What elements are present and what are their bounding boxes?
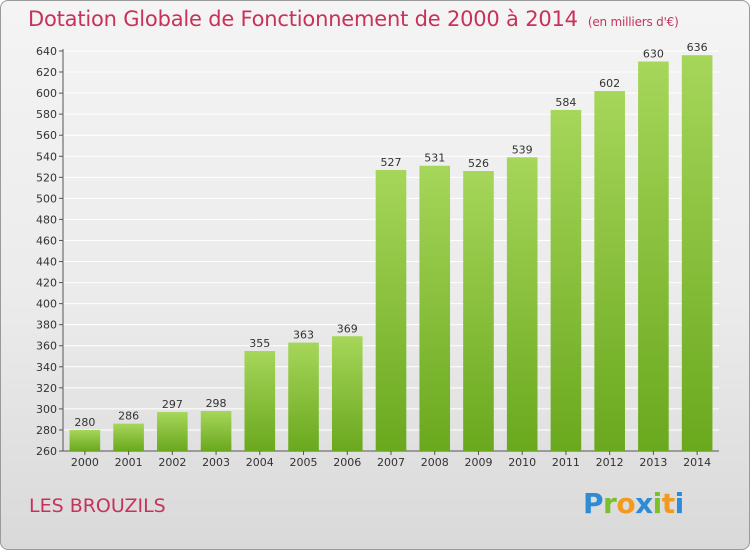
x-tick-label-2012: 2012 (596, 456, 624, 469)
y-tick-label: 380 (36, 319, 57, 332)
bar-2007 (375, 169, 407, 451)
bar-2013 (638, 61, 669, 452)
y-tick-label: 400 (36, 298, 57, 311)
proxiti-logo: Proxiti (583, 487, 684, 520)
x-tick-label-2010: 2010 (508, 456, 536, 469)
y-tick-label: 540 (36, 150, 57, 163)
value-label-2008: 531 (424, 152, 445, 165)
bar-2011 (550, 109, 582, 452)
value-label-2012: 602 (599, 77, 620, 90)
y-tick-label: 620 (36, 66, 57, 79)
x-tick-label-2003: 2003 (202, 456, 230, 469)
y-tick-label: 300 (36, 403, 57, 416)
bar-2014 (681, 55, 713, 452)
x-tick-label-2007: 2007 (377, 456, 405, 469)
chart-title: Dotation Globale de Fonctionnement de 20… (28, 7, 679, 31)
bar-2009 (463, 171, 494, 451)
y-tick-label: 520 (36, 171, 57, 184)
y-tick-label: 360 (36, 340, 57, 353)
y-tick-label: 500 (36, 192, 57, 205)
bar-2002 (157, 412, 188, 451)
y-tick-label: 260 (36, 445, 57, 458)
x-tick-label-2005: 2005 (290, 456, 318, 469)
y-tick-label: 480 (36, 213, 57, 226)
value-label-2003: 298 (206, 397, 227, 410)
bar-2000 (69, 429, 101, 451)
bar-chart: 260 280 300 320 340 360 380 400 420 440 460 480 500 5… (36, 41, 719, 469)
bar-2004 (244, 351, 276, 451)
x-tick-label-2000: 2000 (71, 456, 99, 469)
y-tick-label: 580 (36, 108, 57, 121)
value-label-2004: 355 (249, 337, 270, 350)
bars (69, 55, 713, 452)
data-labels: 280 286 297 298 355 363 369 527 531 526 539 584 602 6… (74, 41, 707, 429)
value-label-2001: 286 (118, 410, 139, 423)
x-tick-label-2009: 2009 (464, 456, 492, 469)
value-label-2009: 526 (468, 157, 489, 170)
value-label-2007: 527 (381, 156, 402, 169)
axes: 260 280 300 320 340 360 380 400 420 440 460 480 500 5… (36, 45, 719, 469)
bar-2006 (331, 336, 363, 451)
y-tick-label: 600 (36, 87, 57, 100)
y-tick-label: 640 (36, 45, 57, 58)
y-tick-label: 460 (36, 234, 57, 247)
value-label-2011: 584 (555, 96, 576, 109)
value-label-2000: 280 (74, 416, 95, 429)
bar-2010 (506, 157, 538, 451)
value-label-2002: 297 (162, 398, 183, 411)
chart-title-text: Dotation Globale de Fonctionnement de 20… (28, 7, 578, 31)
bar-2001 (113, 423, 144, 451)
x-tick-label-2014: 2014 (683, 456, 711, 469)
bar-2012 (594, 91, 625, 451)
y-tick-label: 560 (36, 129, 57, 142)
x-tick-label-2013: 2013 (639, 456, 667, 469)
x-tick-label-2008: 2008 (421, 456, 449, 469)
value-label-2006: 369 (337, 322, 358, 335)
y-tick-label: 280 (36, 424, 57, 437)
bar-2005 (288, 342, 319, 451)
chart-subtitle: (en milliers d'€) (587, 15, 679, 29)
y-tick-label: 320 (36, 382, 57, 395)
value-label-2010: 539 (512, 143, 533, 156)
x-tick-label-2004: 2004 (246, 456, 274, 469)
x-tick-label-2011: 2011 (552, 456, 580, 469)
y-tick-label: 420 (36, 277, 57, 290)
y-tick-label: 340 (36, 361, 57, 374)
commune-name: LES BROUZILS (29, 495, 166, 517)
y-tick-label: 440 (36, 256, 57, 269)
value-label-2005: 363 (293, 329, 314, 342)
x-tick-label-2002: 2002 (158, 456, 186, 469)
value-label-2014: 636 (687, 41, 708, 54)
bar-2003 (200, 411, 232, 451)
bar-2008 (419, 165, 451, 451)
value-label-2013: 630 (643, 48, 664, 61)
x-tick-label-2006: 2006 (333, 456, 361, 469)
x-tick-label-2001: 2001 (115, 456, 143, 469)
